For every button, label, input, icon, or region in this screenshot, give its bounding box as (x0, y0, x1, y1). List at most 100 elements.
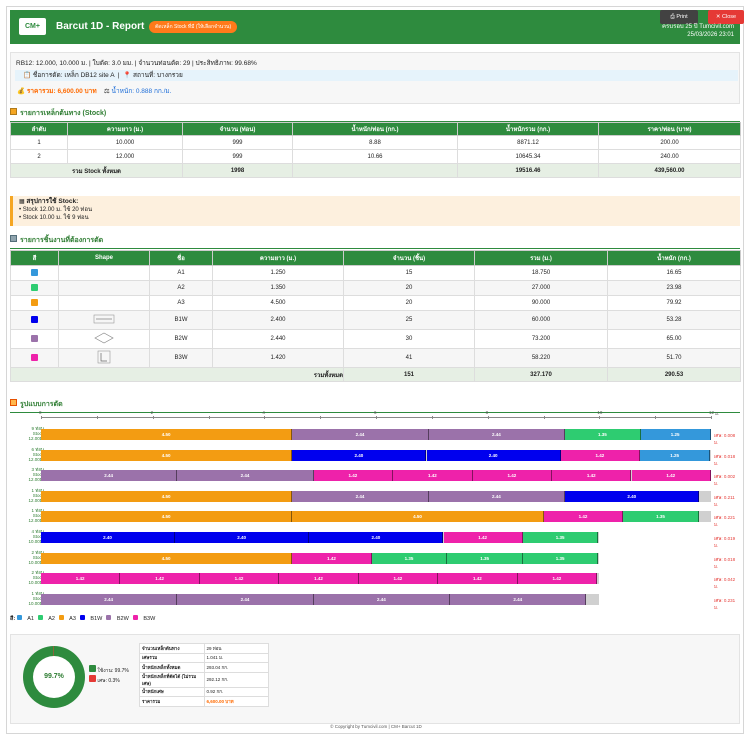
table-cell: 12.000 (67, 149, 183, 164)
legend-swatch (79, 615, 85, 620)
part-qty: 20 (343, 280, 475, 296)
axis-tick (96, 416, 98, 419)
close-button[interactable]: ✕ Close (708, 10, 744, 24)
print-label: Print (676, 14, 688, 20)
stat-label: น้ำหนักเศษ (139, 686, 205, 697)
cut-piece-a3: 4.50 (292, 511, 544, 523)
waste-label: เศษ: 0.019 ม. (714, 536, 736, 548)
summary-title-row: ▦ สรุปการใช้ Stock: (19, 198, 734, 206)
shape-cell (58, 280, 150, 296)
table-row: 2 12.000 999 10.66 10645.34 240.00 (10, 149, 741, 164)
waste-label: เศษ: 0.002 ม. (714, 474, 736, 487)
summary-title: สรุปการใช้ Stock: (26, 198, 79, 205)
stat-value: 0.92 กก. (203, 686, 269, 697)
part-qty: 41 (343, 348, 475, 368)
cut-piece-b2w: 2.44 (313, 593, 451, 605)
legend-item: A2 (38, 615, 55, 622)
table-cell: 10645.34 (457, 149, 599, 164)
legend-item: B3W (132, 615, 155, 622)
part-weight: 23.98 (607, 280, 741, 296)
cut-piece-a2: 1.35 (447, 552, 523, 564)
legend-swatch (38, 615, 43, 620)
stats-row: เศษรวม 1.041 ม. (139, 652, 269, 663)
cut-piece-b3w: 1.42 (552, 470, 632, 482)
cut-piece-a2: 1.35 (371, 552, 448, 564)
axis-tick-label: 8 (485, 410, 489, 415)
color-cell (10, 329, 59, 349)
legend-item: B1W (79, 615, 102, 622)
part-qty: 15 (343, 265, 475, 281)
print-button[interactable]: ⎙ Print (660, 10, 698, 24)
unit-weight: น้ำหนัก: 0.888 กก./ม. (111, 88, 172, 95)
stat-value: 1.041 ม. (203, 652, 269, 663)
axis-tick (264, 416, 266, 419)
waste-label: เศษ: 0.231 ม. (714, 597, 736, 610)
parts-col-header: ชื่อ (149, 250, 213, 266)
parts-total-row: รวมทั้งหมด 151 327.170 290.53 (10, 367, 741, 382)
stock-col-header: น้ำหนัก/ท่อน (กก.) (292, 122, 458, 136)
weight-icon: ⚖ (103, 88, 110, 95)
color-swatch (31, 283, 38, 291)
axis-tick (208, 416, 210, 419)
part-qty: 20 (343, 295, 475, 311)
cut-piece-a3: 4.50 (41, 490, 293, 502)
cut-piece-b2w: 2.44 (292, 490, 429, 502)
part-length: 1.420 (212, 348, 344, 368)
cut-piece-b3w: 1.42 (313, 470, 394, 482)
stock-table: ลำดับ ความยาว (ม.) จำนวน (ท่อน) น้ำหนัก/… (10, 122, 741, 178)
cut-piece-b2w: 2.44 (428, 429, 566, 440)
cut-piece-b2w: 2.44 (41, 593, 178, 605)
stats-row: น้ำหนักเหล็กที่ตัดได้ (ไม่รวมเศษ) 292.12 … (139, 671, 269, 688)
cut-piece-b3w: 1.42 (279, 573, 359, 585)
table-row: B2W 2.440 30 73.200 65.00 (10, 329, 741, 349)
table-cell: 8871.12 (457, 135, 599, 150)
part-length: 4.500 (212, 295, 344, 311)
legend-item: B2W (106, 615, 129, 622)
parts-icon (10, 235, 17, 242)
stock-col-header: จำนวน (ท่อน) (182, 122, 293, 136)
used-swatch (89, 665, 96, 672)
axis-unit: ม. (715, 411, 720, 416)
waste-swatch (89, 675, 96, 682)
stats-row: ราคารวม 6,600.00 บาท (139, 696, 269, 707)
cut-piece-b3w: 1.42 (438, 573, 518, 585)
cut-piece-b2w: 2.44 (41, 470, 178, 482)
pin-icon: 📍 (123, 72, 132, 79)
parts-col-header: Shape (58, 250, 150, 266)
part-weight: 16.65 (607, 265, 741, 281)
total-qty: 151 (343, 367, 475, 382)
total-price: ราคารวม: 6,600.00 บาท (26, 88, 97, 95)
cut-piece-b2w: 2.44 (177, 470, 314, 482)
cut-piece-a1: 1.25 (640, 449, 710, 461)
waste-label: เศษ: 0.3% (97, 678, 120, 684)
axis-tick (599, 416, 601, 419)
color-swatch (31, 268, 38, 276)
cut-piece-b3w: 1.42 (543, 511, 624, 523)
table-cell: 8.88 (292, 135, 458, 150)
cut-piece-b1w: 2.40 (292, 449, 427, 461)
legend-item: A1 (16, 615, 34, 622)
cut-piece-a2: 1.35 (623, 511, 699, 523)
total-qty: 1998 (182, 163, 293, 178)
cut-piece-b2w: 2.44 (428, 490, 566, 502)
cut-piece-b3w: 1.42 (443, 532, 523, 543)
color-cell (10, 265, 59, 281)
stock-col-header: ความยาว (ม.) (67, 122, 183, 136)
color-legend: สี: A1 A2 A3 B1W B2W B3W (10, 615, 159, 623)
part-name: A3 (149, 295, 213, 311)
coin-icon: 💰 (17, 88, 26, 95)
shape-cell (58, 295, 150, 311)
report-header: CM+ Barcut 1D - Report ตัดเหล็ก Stock ที… (10, 10, 744, 44)
cut-piece-b1w: 2.40 (309, 532, 444, 543)
stock-section-heading: รายการเหล็กต้นทาง (Stock) (10, 108, 740, 122)
legend-swatch (132, 615, 138, 620)
total-label: รวม Stock ทั้งหมด (10, 163, 183, 178)
hook-shape-icon (58, 348, 150, 368)
table-row: B3W 1.420 41 58.220 51.70 (10, 348, 741, 368)
part-weight: 79.92 (607, 295, 741, 311)
cut-piece-b2w: 2.44 (177, 593, 314, 605)
report-frame: CM+ Barcut 1D - Report ตัดเหล็ก Stock ที… (6, 6, 744, 734)
waste-label: เศษ: 0.211 ม. (714, 494, 735, 507)
color-cell (10, 295, 59, 311)
cut-piece-b1w: 2.40 (175, 532, 310, 543)
